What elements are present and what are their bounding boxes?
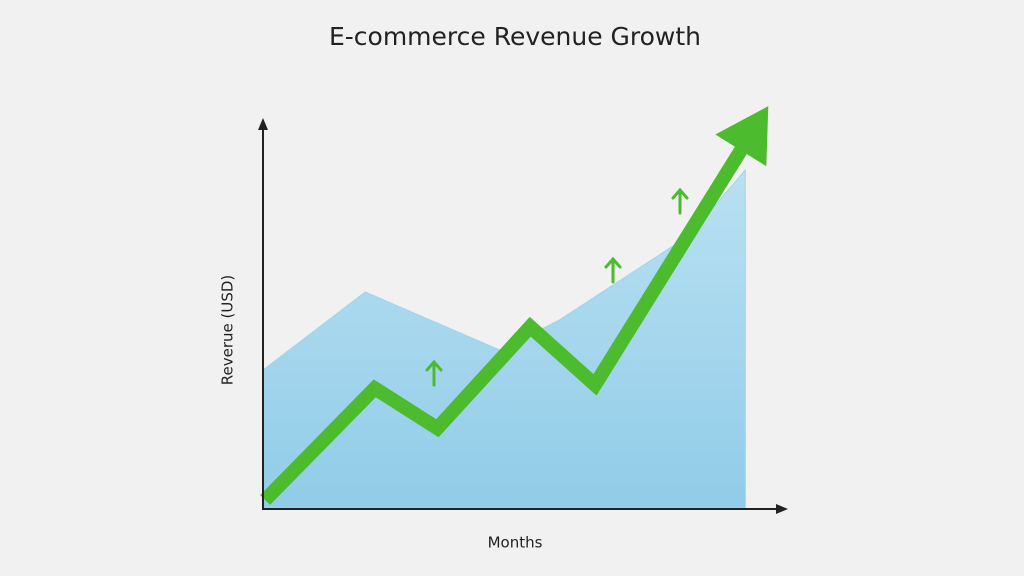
growth-arrowhead bbox=[715, 106, 769, 167]
x-axis-label: Months bbox=[488, 534, 543, 552]
axes bbox=[258, 118, 788, 514]
chart-title: E-commerce Revenue Growth bbox=[329, 22, 701, 51]
growth-line bbox=[260, 143, 749, 505]
y-axis-label: Reverue (USD) bbox=[219, 275, 237, 386]
decor-arrows bbox=[425, 187, 689, 387]
